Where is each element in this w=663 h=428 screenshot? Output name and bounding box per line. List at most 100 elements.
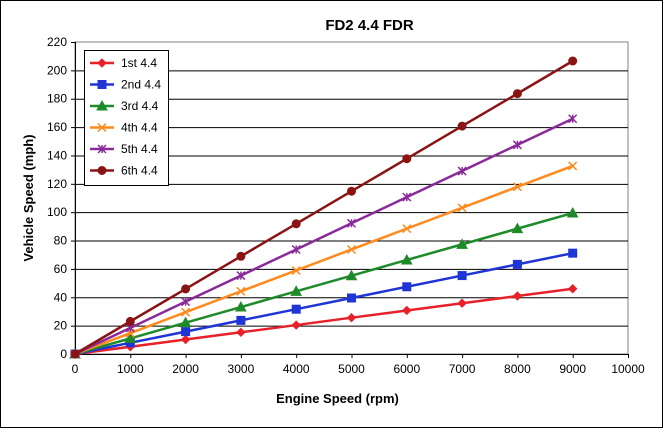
data-point (457, 298, 467, 308)
y-tick-label: 0 (60, 347, 67, 361)
data-point (291, 244, 301, 255)
data-point (180, 334, 191, 345)
series-line (74, 59, 574, 356)
y-tick-label: 80 (54, 234, 68, 248)
marker-stroke (402, 224, 412, 234)
legend-label: 1st 4.4 (121, 56, 157, 70)
marker-stroke (457, 203, 467, 213)
data-point (402, 192, 412, 202)
data-point (512, 182, 522, 192)
legend-label: 6th 4.4 (121, 164, 158, 178)
legend-item: 3rd 4.4 (90, 99, 159, 113)
x-tick-label: 4000 (283, 362, 310, 376)
y-tick-label: 20 (54, 319, 68, 333)
series-group (69, 56, 579, 359)
data-point (181, 284, 191, 294)
x-tick-label: 7000 (449, 362, 476, 376)
data-point (346, 218, 357, 228)
data-point (457, 271, 467, 281)
data-point (512, 259, 522, 269)
data-point (402, 305, 412, 316)
x-tick-label: 2000 (172, 362, 199, 376)
legend-item: 1st 4.4 (90, 56, 157, 70)
data-point (346, 244, 357, 255)
series-6 (70, 56, 578, 359)
data-point (568, 114, 578, 124)
x-tick-label: 5000 (338, 362, 365, 376)
data-point (181, 327, 191, 337)
data-point (567, 284, 578, 294)
data-point (568, 56, 578, 66)
legend: 1st 4.4 2nd 4.4 3rd 4.4 4th 4.4 5th 4.4 6th 4… (84, 50, 169, 186)
data-point (236, 315, 246, 325)
data-point (125, 316, 135, 326)
data-point (400, 253, 413, 265)
chart-title: FD2 4.4 FDR (325, 17, 414, 34)
data-point (291, 265, 301, 275)
x-tick-label: 6000 (393, 362, 420, 376)
legend-box (84, 50, 169, 186)
y-tick-label: 200 (47, 63, 67, 77)
x-tick-label: 8000 (504, 362, 531, 376)
data-point (345, 269, 358, 281)
marker-stroke (291, 265, 301, 275)
data-point (512, 291, 523, 301)
data-point (236, 271, 246, 281)
series-4 (70, 161, 578, 359)
legend-label: 4th 4.4 (121, 121, 158, 135)
data-point (568, 161, 578, 171)
marker-stroke (512, 182, 522, 192)
legend-label: 2nd 4.4 (121, 78, 161, 92)
data-point (290, 285, 303, 296)
data-point (124, 332, 137, 343)
series-line (74, 287, 573, 356)
marker-stroke (568, 161, 578, 171)
data-point (291, 320, 301, 330)
legend-marker (97, 144, 107, 154)
x-tick-label: 9000 (559, 362, 586, 376)
data-point (236, 327, 246, 338)
series-line (74, 251, 573, 356)
legend-marker (97, 166, 107, 175)
x-tick-label: 10000 (611, 362, 645, 376)
data-point (402, 154, 412, 164)
legend-item: 6th 4.4 (90, 164, 158, 178)
data-point (457, 166, 467, 176)
y-tick-label: 100 (47, 205, 67, 219)
data-point (456, 238, 468, 249)
data-point (347, 293, 356, 303)
data-point (568, 248, 578, 258)
legend-marker (97, 122, 107, 133)
data-point (346, 312, 357, 323)
y-tick-label: 140 (47, 148, 67, 162)
data-point (347, 186, 356, 196)
data-point (402, 282, 412, 292)
series-line (74, 117, 574, 356)
data-point (291, 304, 301, 314)
legend-marker (97, 80, 107, 89)
series-line (74, 164, 574, 356)
data-point (512, 140, 522, 150)
marker-stroke (346, 244, 357, 255)
x-tick-label: 3000 (228, 362, 255, 376)
data-point (236, 251, 246, 261)
x-tick-label: 1000 (117, 362, 144, 376)
y-tick-label: 40 (54, 290, 68, 304)
legend-label: 5th 4.4 (121, 142, 158, 156)
legend-label: 3rd 4.4 (121, 99, 159, 113)
data-point (457, 203, 467, 213)
legend-item: 2nd 4.4 (90, 78, 161, 92)
data-point (511, 222, 524, 234)
legend-item: 5th 4.4 (90, 142, 158, 156)
marker-stroke (97, 122, 107, 133)
data-point (236, 286, 246, 296)
legend-marker (96, 99, 108, 111)
y-tick-label: 220 (47, 35, 67, 49)
legend-item: 4th 4.4 (90, 121, 158, 135)
data-point (457, 121, 467, 131)
data-point (181, 307, 191, 317)
y-tick-label: 180 (47, 92, 67, 106)
data-point (402, 224, 412, 234)
